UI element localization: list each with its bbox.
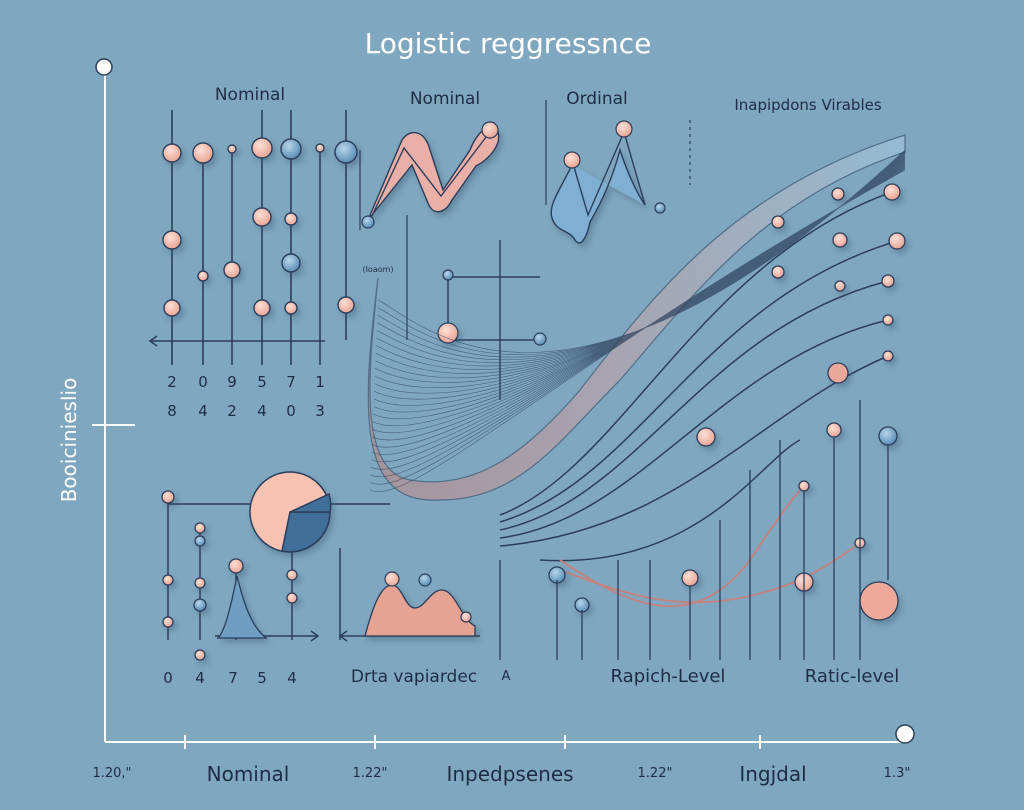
nominal-dots bbox=[162, 137, 358, 317]
svg-text:1: 1 bbox=[315, 373, 325, 391]
label-rapich-level: Rapich-Level bbox=[611, 666, 726, 687]
axis-top-endpoint bbox=[95, 58, 113, 76]
axis-right-endpoint bbox=[895, 724, 915, 744]
ordinal-shape bbox=[550, 120, 691, 244]
svg-text:1.20,": 1.20," bbox=[92, 766, 131, 781]
svg-text:1.22": 1.22" bbox=[353, 766, 388, 781]
svg-text:4: 4 bbox=[287, 669, 297, 687]
lower-pink-area bbox=[338, 571, 480, 642]
label-data-vapiardec: Drta vapiardec bbox=[351, 667, 477, 687]
label-ordinal: Ordinal bbox=[566, 89, 628, 109]
pie-chart bbox=[249, 471, 332, 553]
label-ratic-level: Ratic-level bbox=[805, 666, 899, 687]
nominal-line-shape bbox=[359, 100, 547, 340]
right-stems bbox=[499, 400, 889, 660]
main-axes bbox=[92, 70, 905, 749]
bottom-axis-ticks: 1.20," 1.22" 1.22" 1.3" bbox=[92, 766, 910, 781]
svg-text:0: 0 bbox=[286, 402, 296, 420]
svg-text:9: 9 bbox=[227, 373, 237, 391]
svg-text:Ingjdal: Ingjdal bbox=[739, 762, 806, 786]
crosshair-plot bbox=[445, 240, 545, 400]
svg-text:2: 2 bbox=[167, 373, 177, 391]
side-axis-label: Booicinieslio bbox=[57, 378, 81, 503]
response-curves-pink bbox=[559, 484, 861, 608]
svg-text:1.3": 1.3" bbox=[884, 766, 911, 781]
label-a-mark: A bbox=[502, 669, 511, 684]
svg-text:7: 7 bbox=[286, 373, 296, 391]
svg-text:4: 4 bbox=[198, 402, 208, 420]
svg-text:1.22": 1.22" bbox=[638, 766, 673, 781]
svg-text:0: 0 bbox=[163, 669, 173, 687]
svg-text:Nominal: Nominal bbox=[207, 762, 290, 786]
digit-row-3: 0 4 7 5 4 bbox=[163, 669, 297, 687]
label-nominal-left: Nominal bbox=[215, 85, 285, 105]
lower-blue-peak bbox=[216, 575, 268, 639]
label-independent-variables: Inapipdons Virables bbox=[734, 96, 881, 114]
svg-text:Inpedpsenes: Inpedpsenes bbox=[446, 762, 573, 786]
bottom-axis-labels: Nominal Inpedpsenes Ingjdal bbox=[207, 762, 807, 786]
svg-text:4: 4 bbox=[195, 669, 205, 687]
svg-text:8: 8 bbox=[167, 402, 177, 420]
svg-text:5: 5 bbox=[257, 669, 267, 687]
label-nominal-mid: Nominal bbox=[410, 89, 480, 109]
svg-text:0: 0 bbox=[198, 373, 208, 391]
svg-text:2: 2 bbox=[227, 402, 237, 420]
label-tiny-note: (Ioaom) bbox=[362, 265, 393, 274]
svg-text:3: 3 bbox=[315, 402, 325, 420]
logistic-curve-ribbon bbox=[367, 134, 906, 501]
digit-row-2: 8 4 2 4 0 3 bbox=[167, 402, 325, 420]
svg-text:5: 5 bbox=[257, 373, 267, 391]
svg-text:4: 4 bbox=[257, 402, 267, 420]
digit-row-1: 2 0 9 5 7 1 bbox=[167, 373, 325, 391]
curve-dots bbox=[548, 183, 906, 621]
diagram-title: Logistic reggressnce bbox=[365, 27, 652, 60]
svg-text:7: 7 bbox=[228, 669, 238, 687]
